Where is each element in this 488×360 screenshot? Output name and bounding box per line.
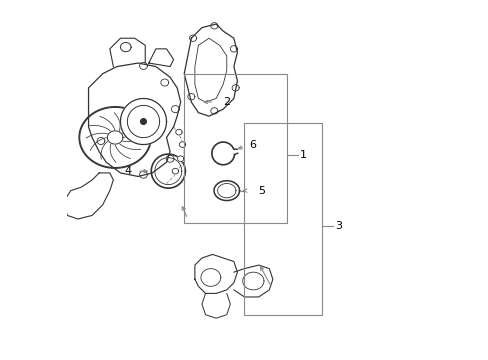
Polygon shape xyxy=(141,119,146,124)
Polygon shape xyxy=(184,24,237,116)
Polygon shape xyxy=(172,168,178,174)
Bar xyxy=(184,74,286,222)
Polygon shape xyxy=(179,142,185,147)
Polygon shape xyxy=(202,293,230,318)
Text: 4: 4 xyxy=(124,166,132,176)
Polygon shape xyxy=(175,129,182,135)
Bar xyxy=(244,123,322,315)
Text: 6: 6 xyxy=(248,140,255,149)
Polygon shape xyxy=(110,38,145,67)
Polygon shape xyxy=(233,265,272,297)
Text: 5: 5 xyxy=(258,186,265,195)
Polygon shape xyxy=(80,107,150,168)
Polygon shape xyxy=(88,63,181,176)
Polygon shape xyxy=(201,269,220,286)
Text: 1: 1 xyxy=(299,150,306,160)
Text: 2: 2 xyxy=(223,97,230,107)
Polygon shape xyxy=(177,156,183,162)
Polygon shape xyxy=(195,255,237,293)
Polygon shape xyxy=(63,173,113,219)
Text: 3: 3 xyxy=(334,221,341,231)
Polygon shape xyxy=(148,49,173,67)
Polygon shape xyxy=(120,99,166,145)
Polygon shape xyxy=(107,131,122,144)
